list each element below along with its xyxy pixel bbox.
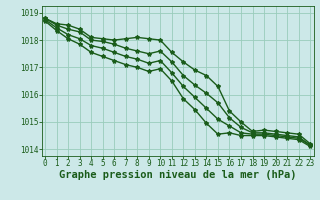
X-axis label: Graphe pression niveau de la mer (hPa): Graphe pression niveau de la mer (hPa) <box>59 170 296 180</box>
